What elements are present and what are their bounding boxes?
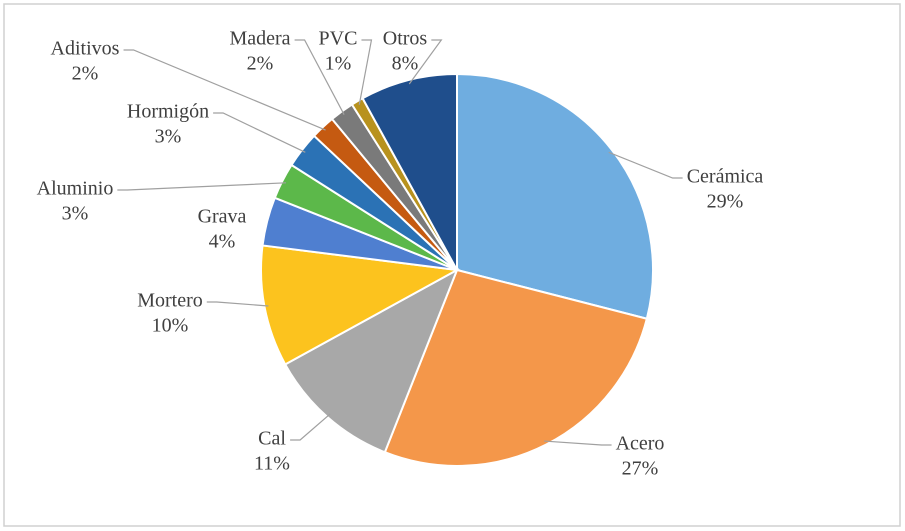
pie [260, 72, 654, 467]
leader-line [294, 39, 345, 115]
leader-line [206, 301, 269, 307]
slice-value-label: 11% [254, 453, 290, 475]
slice-label: Grava [198, 206, 247, 228]
leader-line [608, 151, 683, 179]
slice-label: Hormigón [127, 101, 209, 123]
pie-slice [361, 72, 458, 271]
slice-value-label: 1% [325, 53, 352, 75]
slice-value-label: 8% [392, 53, 419, 75]
slice-value-label: 27% [622, 458, 659, 480]
pie-slice [456, 72, 654, 320]
slice-label: PVC [319, 28, 358, 50]
leader-line [358, 39, 373, 105]
slice-value-label: 3% [155, 126, 182, 148]
slice-label: Aditivos [51, 38, 120, 60]
slice-label: Mortero [137, 290, 203, 312]
slice-value-label: 29% [707, 191, 744, 213]
leader-line [123, 49, 326, 131]
slice-label: Aluminio [37, 178, 114, 200]
pie-slice [260, 244, 461, 366]
labels: Cerámica 29% Acero 27% Cal 11% Mortero 10% Grava… [37, 28, 764, 480]
slice-value-label: 4% [209, 231, 236, 253]
slice-value-label: 2% [72, 63, 99, 85]
slice-label: Cerámica [687, 166, 764, 188]
leader-line [544, 440, 612, 446]
slice-value-label: 3% [62, 203, 89, 225]
slice-value-label: 10% [152, 315, 189, 337]
slice-label: Madera [229, 28, 290, 50]
slice-label: Acero [616, 433, 665, 455]
leader-line [408, 39, 443, 85]
pie-slice [383, 268, 649, 467]
slice-value-label: 2% [247, 53, 274, 75]
leader-line [213, 112, 306, 153]
leader-line [117, 182, 286, 191]
leader-line [290, 413, 331, 441]
slice-label: Cal [258, 428, 286, 450]
slice-label: Otros [383, 28, 428, 50]
